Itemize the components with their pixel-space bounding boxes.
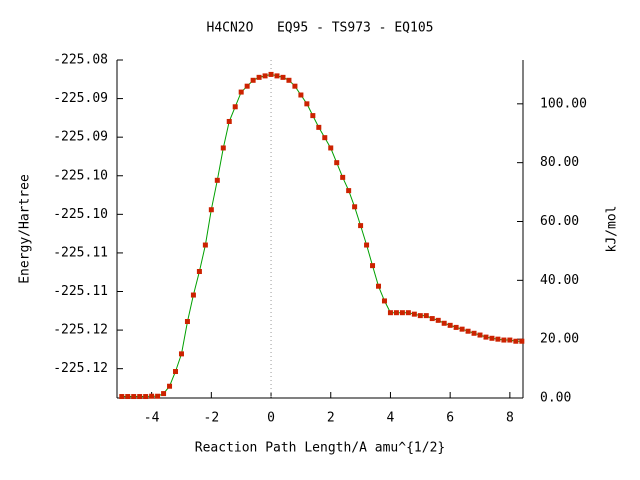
y-axis-label: Energy/Hartree xyxy=(18,174,33,284)
point xyxy=(399,310,405,316)
point xyxy=(417,313,423,319)
point xyxy=(393,310,399,316)
point xyxy=(501,337,507,343)
y2-tick-label: 20.00 xyxy=(540,332,579,347)
point xyxy=(137,394,143,400)
point xyxy=(232,104,238,110)
point xyxy=(155,393,161,399)
y2-tick-label: 40.00 xyxy=(540,273,579,288)
y-tick-label: -225.12 xyxy=(53,323,108,338)
x-tick-label: 4 xyxy=(387,411,395,426)
point xyxy=(220,145,226,151)
point xyxy=(352,204,358,210)
point xyxy=(322,135,328,141)
point xyxy=(238,89,244,95)
point xyxy=(208,207,214,213)
point xyxy=(226,118,232,124)
point xyxy=(477,332,483,338)
point xyxy=(495,336,501,342)
point xyxy=(405,310,411,316)
x-axis-label: Reaction Path Length/A amu^{1/2} xyxy=(195,441,445,456)
y-tick-label: -225.10 xyxy=(53,168,108,183)
x-tick-label: -2 xyxy=(204,411,220,426)
point xyxy=(190,292,196,298)
x-tick-label: 6 xyxy=(446,411,454,426)
point xyxy=(447,322,453,328)
point xyxy=(376,283,382,289)
point xyxy=(304,101,310,107)
y-tick-label: -225.11 xyxy=(53,245,108,260)
point xyxy=(489,335,495,341)
point xyxy=(411,311,417,317)
point xyxy=(286,77,292,83)
point xyxy=(149,393,155,399)
point xyxy=(167,383,173,389)
y2-tick-label: 60.00 xyxy=(540,214,579,229)
x-tick-label: 0 xyxy=(267,411,275,426)
point xyxy=(178,351,184,357)
x-tick-label: 8 xyxy=(506,411,514,426)
point xyxy=(507,337,513,343)
point xyxy=(125,394,131,400)
point xyxy=(184,319,190,325)
point xyxy=(256,74,262,80)
point xyxy=(453,324,459,330)
point xyxy=(429,316,435,322)
x-tick-label: 2 xyxy=(327,411,335,426)
y-tick-label: -225.09 xyxy=(53,91,108,106)
point xyxy=(274,73,280,79)
point xyxy=(358,223,364,229)
y-tick-label: -225.10 xyxy=(53,207,108,222)
y-tick-label: -225.08 xyxy=(53,53,108,68)
y-tick-label: -225.11 xyxy=(53,284,108,299)
point xyxy=(143,394,149,400)
point xyxy=(161,391,167,397)
point xyxy=(328,145,334,151)
x-tick-label: -4 xyxy=(144,411,160,426)
y-tick-label: -225.09 xyxy=(53,130,108,145)
y2-tick-label: 80.00 xyxy=(540,155,579,170)
point xyxy=(423,313,429,319)
point xyxy=(280,74,286,80)
point xyxy=(519,338,525,344)
y-tick-label: -225.12 xyxy=(53,361,108,376)
point xyxy=(202,242,208,248)
point xyxy=(381,298,387,304)
point xyxy=(131,394,137,400)
point xyxy=(310,113,316,119)
point xyxy=(471,330,477,336)
point xyxy=(435,317,441,323)
point xyxy=(173,369,179,375)
point xyxy=(459,326,465,332)
chart-title: H4CN2O EQ95 - TS973 - EQ105 xyxy=(207,21,434,36)
point xyxy=(119,394,125,400)
point xyxy=(441,320,447,326)
series-line xyxy=(121,73,522,397)
y2-tick-label: 100.00 xyxy=(540,96,587,111)
point xyxy=(244,83,250,89)
point xyxy=(268,71,274,77)
point xyxy=(340,174,346,180)
point xyxy=(387,310,393,316)
point xyxy=(513,338,519,344)
point xyxy=(292,83,298,89)
y2-tick-label: 0.00 xyxy=(540,391,571,406)
point xyxy=(298,92,304,98)
point xyxy=(262,73,268,79)
point xyxy=(334,160,340,166)
y2-axis-label: kJ/mol xyxy=(605,206,620,253)
point xyxy=(364,242,370,248)
point xyxy=(483,334,489,340)
point xyxy=(214,177,220,183)
point xyxy=(196,269,202,275)
point xyxy=(250,77,256,83)
point xyxy=(370,263,376,269)
point xyxy=(465,328,471,334)
point xyxy=(346,188,352,194)
point xyxy=(316,124,322,130)
